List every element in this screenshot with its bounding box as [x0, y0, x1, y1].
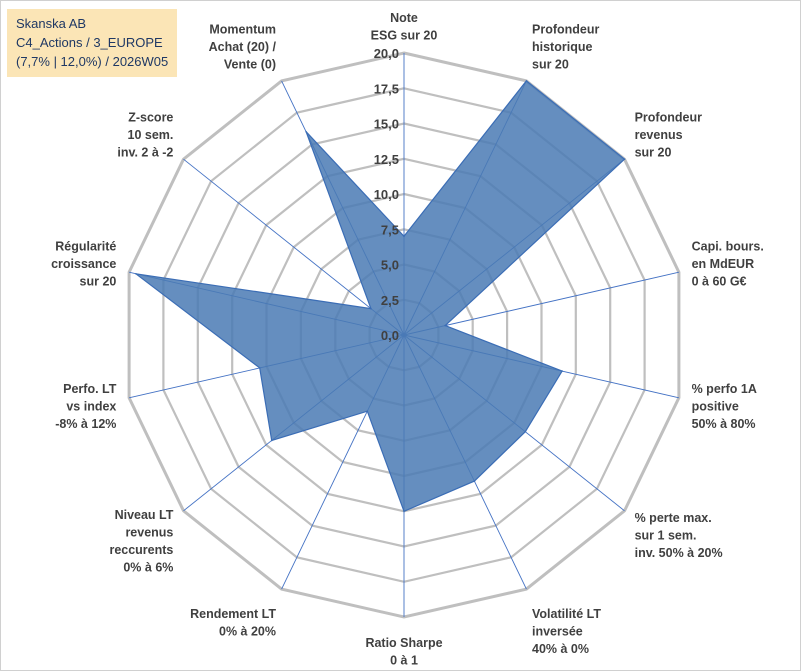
- data-point-5: [524, 430, 527, 433]
- axis-label-10: Perfo. LT vs index -8% à 12%: [55, 382, 117, 431]
- axis-label-9-line-3: 0% à 6%: [123, 560, 173, 574]
- axis-label-3-line-0: Capi. bours.: [692, 239, 764, 253]
- axis-label-13-line-2: Vente (0): [224, 58, 276, 72]
- axis-label-9-line-0: Niveau LT: [115, 508, 174, 522]
- axis-label-1-line-1: historique: [532, 40, 592, 54]
- axis-label-4: % perfo 1A positive 50% à 80%: [692, 382, 757, 431]
- axis-label-12-line-2: inv. 2 à -2: [117, 146, 173, 160]
- axis-label-11-line-2: sur 20: [80, 274, 117, 288]
- axis-label-7-line-1: 0 à 1: [390, 654, 418, 668]
- axis-label-6-line-2: 40% à 0%: [532, 642, 589, 656]
- axis-label-13-line-1: Achat (20) /: [209, 40, 277, 54]
- axis-label-9: Niveau LT revenus reccurents 0% à 6%: [109, 508, 173, 575]
- tick-label-8: 20,0: [374, 46, 399, 61]
- data-point-2: [623, 158, 626, 160]
- data-point-7: [403, 510, 405, 513]
- axis-label-0-line-1: ESG sur 20: [371, 29, 438, 43]
- axis-label-10-line-2: -8% à 12%: [55, 417, 116, 431]
- axis-label-12-line-1: 10 sem.: [128, 128, 174, 142]
- tick-label-7: 17,5: [374, 81, 399, 96]
- tick-label-2: 5,0: [381, 258, 399, 273]
- tick-label-5: 12,5: [374, 152, 399, 167]
- data-point-9: [270, 439, 273, 442]
- axis-label-8-line-0: Rendement LT: [190, 607, 276, 621]
- title-box: Skanska AB C4_Actions / 3_EUROPE (7,7% |…: [7, 9, 178, 77]
- data-point-6: [473, 480, 476, 482]
- data-point-8: [366, 410, 369, 413]
- axis-label-11-line-1: croissance: [51, 257, 116, 271]
- title-line-2: C4_Actions / 3_EUROPE: [16, 35, 163, 50]
- axis-label-2-line-2: sur 20: [635, 146, 672, 160]
- data-point-0: [403, 235, 405, 238]
- data-point-11: [135, 273, 137, 275]
- axis-label-5: % perte max. sur 1 sem. inv. 50% à 20%: [635, 511, 723, 560]
- axis-label-12: Z-score 10 sem. inv. 2 à -2: [117, 111, 173, 160]
- axis-label-6-line-0: Volatilité LT: [532, 607, 601, 621]
- data-point-1: [525, 80, 528, 82]
- axis-label-1: Profondeur historique sur 20: [532, 23, 599, 72]
- axis-label-3: Capi. bours. en MdEUR 0 à 60 G€: [692, 239, 764, 288]
- axis-label-4-line-2: 50% à 80%: [692, 417, 756, 431]
- axis-label-10-line-1: vs index: [66, 400, 116, 414]
- data-point-10: [258, 367, 261, 369]
- axis-label-9-line-2: reccurents: [109, 543, 173, 557]
- axis-label-13-line-0: Momentum: [209, 23, 276, 37]
- axis-label-11: Régularité croissance sur 20: [51, 239, 116, 288]
- tick-label-6: 15,0: [374, 117, 399, 132]
- axis-label-8: Rendement LT 0% à 20%: [190, 607, 276, 639]
- axis-label-6: Volatilité LT inversée 40% à 0%: [532, 607, 601, 656]
- axis-label-2-line-1: revenus: [635, 128, 683, 142]
- tick-label-0: 0,0: [381, 328, 399, 343]
- axis-label-13: Momentum Achat (20) / Vente (0): [209, 23, 277, 72]
- data-point-12: [370, 307, 372, 310]
- axis-label-0-line-0: Note: [390, 11, 418, 25]
- axis-label-1-line-0: Profondeur: [532, 23, 599, 37]
- axis-label-6-line-1: inversée: [532, 624, 583, 638]
- axis-label-10-line-0: Perfo. LT: [63, 382, 117, 396]
- axis-label-4-line-0: % perfo 1A: [692, 382, 757, 396]
- axis-spoke-3: [403, 271, 680, 336]
- axis-label-1-line-2: sur 20: [532, 58, 569, 72]
- axis-label-5-line-2: inv. 50% à 20%: [635, 546, 723, 560]
- axis-label-9-line-1: revenus: [125, 525, 173, 539]
- axis-label-7: Ratio Sharpe 0 à 1: [365, 636, 442, 668]
- axis-label-11-line-0: Régularité: [55, 239, 116, 253]
- axis-label-3-line-2: 0 à 60 G€: [692, 274, 747, 288]
- axis-label-7-line-0: Ratio Sharpe: [365, 636, 442, 650]
- axis-label-3-line-1: en MdEUR: [692, 257, 755, 271]
- axis-label-5-line-0: % perte max.: [635, 511, 712, 525]
- axis-label-4-line-1: positive: [692, 400, 739, 414]
- data-point-3: [444, 324, 447, 327]
- data-point-13: [305, 130, 307, 133]
- axis-label-12-line-0: Z-score: [128, 111, 173, 125]
- tick-label-1: 2,5: [381, 293, 399, 308]
- axis-label-2: Profondeur revenus sur 20: [635, 111, 702, 160]
- tick-label-3: 7,5: [381, 222, 399, 237]
- axis-label-0: Note ESG sur 20: [371, 11, 438, 43]
- axis-label-2-line-0: Profondeur: [635, 111, 702, 125]
- tick-label-4: 10,0: [374, 187, 399, 202]
- axis-spoke-12: [183, 158, 405, 336]
- title-line-1: Skanska AB: [16, 16, 87, 31]
- data-point-4: [561, 370, 563, 372]
- axis-label-5-line-1: sur 1 sem.: [635, 529, 697, 543]
- title-line-3: (7,7% | 12,0%) / 2026W05: [16, 54, 169, 69]
- axis-label-8-line-1: 0% à 20%: [219, 624, 276, 638]
